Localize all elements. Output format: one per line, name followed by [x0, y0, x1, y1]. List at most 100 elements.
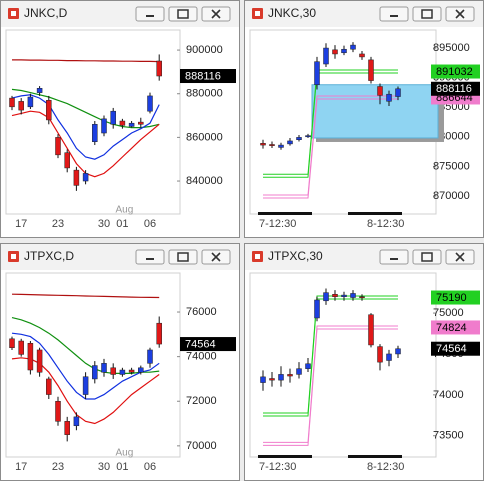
candle-body: [18, 340, 24, 355]
y-tick-label: 72000: [186, 395, 217, 407]
candle-body: [138, 367, 144, 373]
candle-body: [296, 137, 302, 140]
candle-body: [269, 378, 275, 381]
maximize-button[interactable]: [168, 249, 198, 265]
x-tick-label: 30: [98, 461, 110, 473]
candle-body: [377, 86, 383, 96]
month-label: Aug: [116, 205, 134, 216]
candle-body: [314, 299, 320, 319]
last-price-tag: 888116: [185, 70, 221, 82]
candle-body: [82, 173, 89, 182]
minimize-glyph: [390, 258, 398, 260]
maximize-glyph: [177, 252, 189, 262]
last-price-tag: 888116: [436, 83, 472, 95]
minimize-button[interactable]: [379, 249, 409, 265]
level-tag: 75190: [436, 292, 467, 304]
level-line: [263, 328, 398, 446]
candle-body: [287, 374, 293, 377]
x-tick-label: 23: [52, 461, 64, 473]
candle-body: [138, 121, 144, 125]
y-tick-label: 860000: [186, 131, 223, 143]
y-tick-label: 70000: [186, 440, 217, 452]
candle-body: [359, 296, 365, 298]
candle-body: [332, 294, 338, 297]
x-tick-label: 01: [116, 218, 128, 230]
y-tick-label: 74000: [186, 351, 217, 363]
maximize-button[interactable]: [168, 6, 198, 22]
candle-body: [156, 322, 162, 345]
x-tick-label: 7-12:30: [259, 461, 296, 473]
candle-body: [377, 346, 383, 363]
candle-body: [119, 369, 126, 375]
level-line: [263, 98, 398, 199]
candle-body: [101, 118, 107, 134]
plot-area: [5, 29, 181, 215]
last-price-tag-box: [431, 341, 480, 356]
candle-body: [341, 48, 347, 54]
candle-body: [368, 314, 374, 346]
level-tag-box: [431, 320, 480, 335]
candle-body: [55, 137, 61, 156]
average-line: [11, 293, 160, 299]
candle-body: [73, 416, 80, 427]
candle-body: [350, 293, 356, 298]
average-line: [11, 94, 160, 160]
minimize-glyph: [390, 15, 398, 17]
last-price-tag-box: [180, 337, 236, 352]
candle-body: [314, 61, 320, 85]
level-tag-box: [431, 64, 480, 79]
candle-body: [368, 59, 374, 81]
last-price-tag: 74564: [436, 343, 467, 355]
candle-body: [46, 100, 52, 121]
candle-body: [64, 421, 70, 435]
x-tick-label: 30: [98, 218, 110, 230]
candle-body: [92, 365, 98, 380]
candle-body: [156, 60, 162, 77]
candle-body: [110, 367, 116, 375]
candle-body: [9, 97, 15, 108]
candle-body: [305, 135, 311, 138]
candle-body: [110, 110, 116, 125]
month-label: Aug: [116, 448, 134, 459]
level-line: [263, 72, 398, 178]
candle-body: [386, 93, 392, 102]
chart-window: JTPXC,D 70000 72000 74000 76000 17 23 30 01 06 Aug…: [0, 243, 240, 481]
candle-body: [287, 140, 293, 145]
minimize-glyph: [146, 258, 154, 260]
candle-body: [128, 122, 135, 127]
minimize-button[interactable]: [135, 6, 165, 22]
close-glyph: [455, 9, 465, 19]
minimize-button[interactable]: [135, 249, 165, 265]
minimize-button[interactable]: [379, 6, 409, 22]
y-tick-label: 875000: [433, 160, 470, 172]
candle-body: [386, 353, 392, 361]
close-glyph: [455, 252, 465, 262]
last-price-tag: 74564: [185, 338, 216, 350]
app-icon-inner: [255, 254, 260, 259]
candle-body: [82, 376, 89, 395]
x-tick-label: 17: [15, 461, 27, 473]
candle-body: [341, 294, 347, 297]
maximize-button[interactable]: [412, 6, 442, 22]
candle-body: [278, 374, 284, 381]
candle-body: [92, 124, 98, 143]
candle-body: [101, 363, 107, 373]
app-icon-inner: [255, 11, 260, 16]
maximize-glyph: [421, 9, 433, 19]
candle-body: [359, 53, 365, 58]
minimize-glyph: [146, 15, 154, 17]
close-glyph: [211, 9, 221, 19]
candle-body: [269, 144, 275, 146]
window-title: JNKC,30: [268, 6, 316, 20]
window-title: JNKC,D: [24, 6, 68, 20]
candle-body: [36, 349, 43, 373]
y-tick-label: 76000: [186, 306, 217, 318]
maximize-button[interactable]: [412, 249, 442, 265]
y-tick-label: 74000: [433, 389, 464, 401]
x-tick-label: 7-12:30: [259, 218, 296, 230]
title-bar: [245, 244, 483, 270]
candle-body: [64, 152, 70, 169]
level-line: [263, 69, 398, 175]
candle-body: [395, 348, 401, 355]
